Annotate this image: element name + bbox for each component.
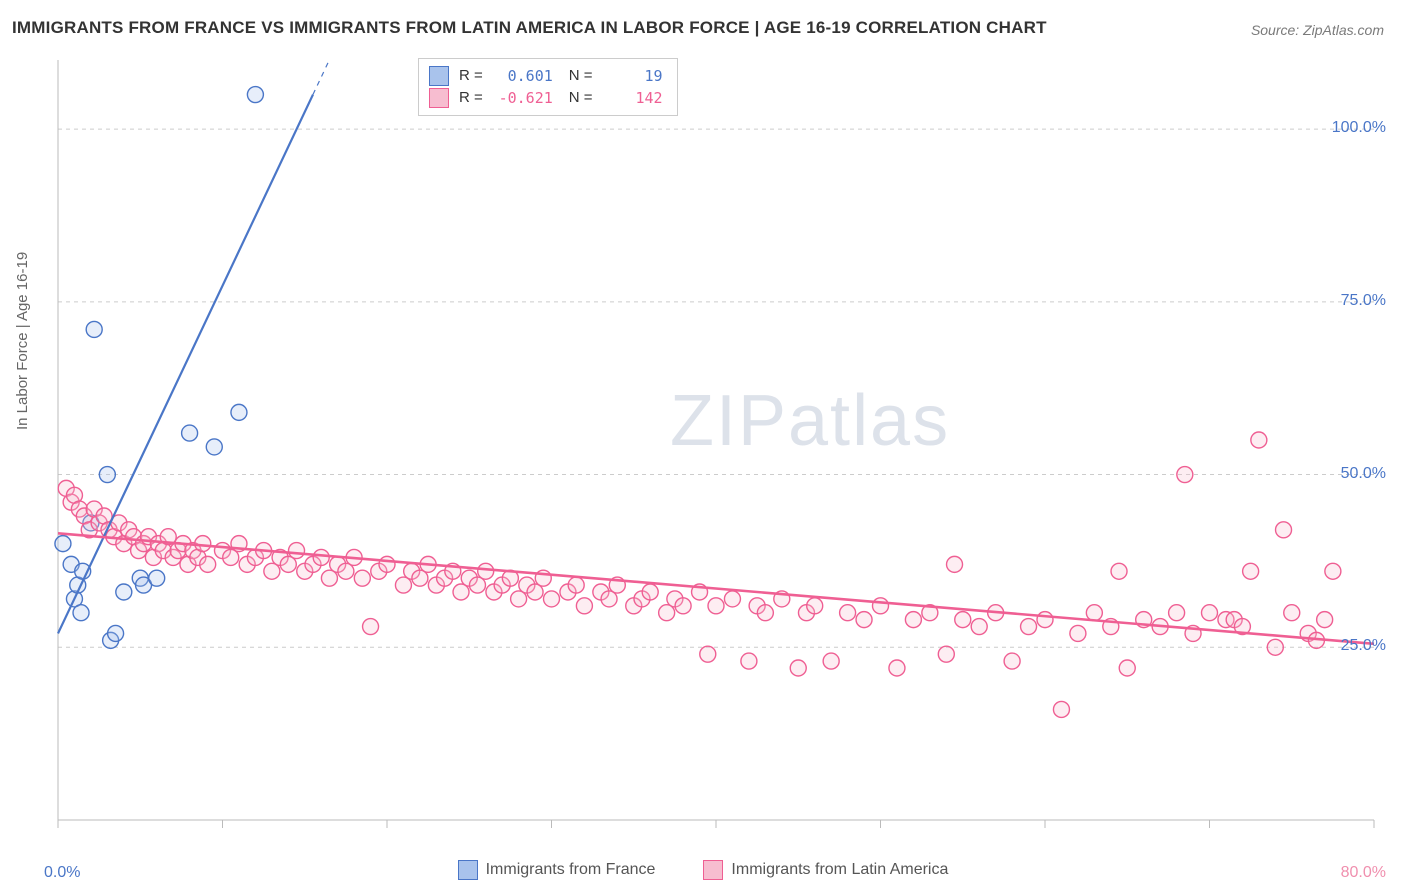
correlation-legend-row: R = -0.621 N = 142 xyxy=(429,87,663,109)
chart-title: IMMIGRANTS FROM FRANCE VS IMMIGRANTS FRO… xyxy=(12,18,1047,38)
legend-item: Immigrants from France xyxy=(458,860,656,880)
n-value: 19 xyxy=(603,65,663,87)
legend-swatch-pink xyxy=(429,88,449,108)
r-label: R = xyxy=(459,65,483,87)
r-label: R = xyxy=(459,87,483,109)
y-tick-label: 25.0% xyxy=(1341,637,1386,655)
y-axis-label: In Labor Force | Age 16-19 xyxy=(14,252,31,430)
correlation-legend: R = 0.601 N = 19 R = -0.621 N = 142 xyxy=(418,58,678,116)
legend-swatch-blue xyxy=(458,860,478,880)
series-legend: Immigrants from France Immigrants from L… xyxy=(0,860,1406,880)
n-label: N = xyxy=(569,87,593,109)
source-label: Source: ZipAtlas.com xyxy=(1251,22,1384,38)
legend-label: Immigrants from France xyxy=(486,861,656,879)
plot-area xyxy=(48,50,1384,840)
correlation-legend-row: R = 0.601 N = 19 xyxy=(429,65,663,87)
r-value: -0.621 xyxy=(493,87,553,109)
y-tick-label: 75.0% xyxy=(1341,292,1386,310)
chart-container: IMMIGRANTS FROM FRANCE VS IMMIGRANTS FRO… xyxy=(0,0,1406,892)
n-value: 142 xyxy=(603,87,663,109)
legend-label: Immigrants from Latin America xyxy=(731,861,948,879)
legend-item: Immigrants from Latin America xyxy=(703,860,948,880)
y-tick-label: 100.0% xyxy=(1332,119,1386,137)
plot-svg xyxy=(48,50,1384,840)
r-value: 0.601 xyxy=(493,65,553,87)
legend-swatch-blue xyxy=(429,66,449,86)
y-tick-label: 50.0% xyxy=(1341,465,1386,483)
n-label: N = xyxy=(569,65,593,87)
legend-swatch-pink xyxy=(703,860,723,880)
